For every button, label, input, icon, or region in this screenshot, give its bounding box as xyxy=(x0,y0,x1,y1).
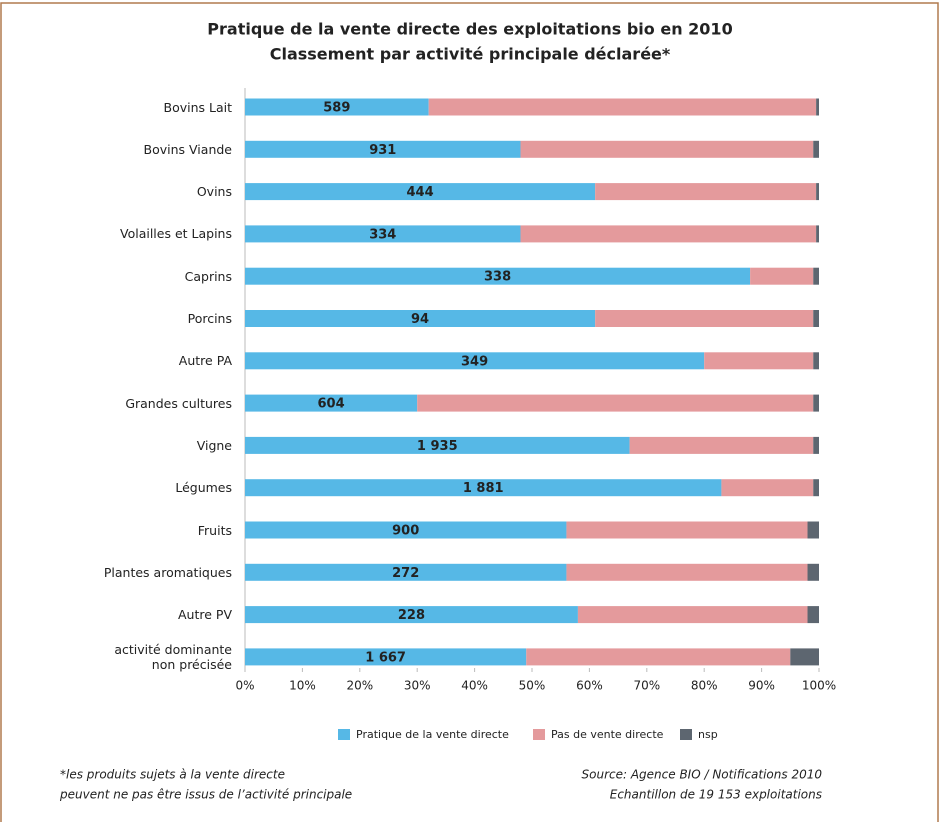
bar-segment xyxy=(245,352,705,370)
bar-segment xyxy=(813,394,819,412)
bar-segment xyxy=(245,436,630,454)
x-tick-label: 100% xyxy=(802,679,836,693)
category-label: Fruits xyxy=(197,522,232,538)
bar-segment xyxy=(245,648,527,666)
count-label: 589 xyxy=(323,101,350,116)
bar-segment xyxy=(428,98,817,116)
count-label: 931 xyxy=(369,143,396,158)
category-label: activité dominante non précisée xyxy=(114,641,232,672)
x-tick-label: 70% xyxy=(633,679,660,693)
bar-segment xyxy=(520,140,814,158)
bar-segment xyxy=(816,225,819,243)
bar-segment xyxy=(520,225,817,243)
category-label: Porcins xyxy=(187,311,232,326)
bar-segment xyxy=(813,479,819,497)
bar-segment xyxy=(595,310,814,327)
legend-swatch xyxy=(533,729,545,740)
bar-segment xyxy=(526,648,791,666)
bar-segment xyxy=(245,563,567,581)
bar-segment xyxy=(816,98,819,116)
source: Source: Agence BIO / Notifications 2010 xyxy=(582,768,823,782)
category-label: Volailles et Lapins xyxy=(120,226,232,242)
x-tick-label: 30% xyxy=(404,679,431,693)
x-tick-label: 90% xyxy=(748,679,775,693)
bar-segment xyxy=(245,394,418,412)
legend-label: Pas de vente directe xyxy=(551,728,664,741)
category-label: Autre PA xyxy=(178,353,232,369)
bar-segment xyxy=(807,606,819,624)
x-tick-label: 10% xyxy=(289,679,316,693)
x-tick-label: 80% xyxy=(691,679,718,693)
category-label: Grandes cultures xyxy=(125,395,232,411)
bar-segment xyxy=(245,606,578,624)
count-label: 338 xyxy=(484,270,511,285)
bar-segment xyxy=(566,521,808,539)
bar-segment xyxy=(595,183,817,201)
bar-segment xyxy=(813,310,819,327)
count-label: 228 xyxy=(398,608,425,623)
bar-segment xyxy=(245,310,596,327)
footnote: peuvent ne pas être issus de l’activité … xyxy=(59,788,352,802)
category-label: Vigne xyxy=(196,437,232,453)
bar-segment xyxy=(816,183,819,201)
footnote: *les produits sujets à la vente directe xyxy=(60,768,285,782)
legend-swatch xyxy=(680,729,692,740)
category-label: Ovins xyxy=(196,184,232,200)
category-label: Bovins Lait xyxy=(163,99,233,115)
bar-segment xyxy=(245,521,567,539)
category-label: Plantes aromatiques xyxy=(103,564,232,580)
bar-segment xyxy=(721,479,814,497)
bar-segment xyxy=(245,267,751,285)
count-label: 604 xyxy=(318,397,345,412)
legend-label: Pratique de la vente directe xyxy=(356,728,509,741)
bar-segment xyxy=(245,140,521,158)
count-label: 1 667 xyxy=(365,650,406,665)
x-tick-label: 40% xyxy=(461,679,488,693)
bar-segment xyxy=(807,563,819,581)
bar-segment xyxy=(813,436,819,454)
bar-segment xyxy=(813,140,819,158)
bar-segment xyxy=(417,394,814,412)
bar-segment xyxy=(807,521,819,539)
count-label: 444 xyxy=(406,185,433,200)
legend-label: nsp xyxy=(698,728,718,741)
bar-segment xyxy=(629,436,814,454)
bar-segment xyxy=(790,648,819,666)
category-label: Légumes xyxy=(175,480,232,496)
count-label: 334 xyxy=(369,227,396,242)
bar-segment xyxy=(566,563,808,581)
x-tick-label: 60% xyxy=(576,679,603,693)
bar-segment xyxy=(750,267,814,285)
count-label: 900 xyxy=(392,524,419,539)
count-label: 1 881 xyxy=(463,481,504,496)
chart-subtitle: Classement par activité principale décla… xyxy=(270,45,671,64)
legend-swatch xyxy=(338,729,350,740)
x-tick-label: 50% xyxy=(519,679,546,693)
count-label: 349 xyxy=(461,354,488,369)
bar-segment xyxy=(245,98,429,116)
category-label: Autre PV xyxy=(178,607,232,623)
category-label: Bovins Viande xyxy=(143,141,232,157)
bar-segment xyxy=(245,225,521,243)
source: Echantillon de 19 153 exploitations xyxy=(610,788,822,802)
count-label: 1 935 xyxy=(417,439,458,454)
chart-title: Pratique de la vente directe des exploit… xyxy=(207,20,732,39)
bar-segment xyxy=(245,183,596,201)
category-label: Caprins xyxy=(184,268,232,284)
count-label: 272 xyxy=(392,566,419,581)
bar-segment xyxy=(813,267,819,285)
x-tick-label: 20% xyxy=(346,679,373,693)
count-label: 94 xyxy=(411,312,429,327)
x-tick-label: 0% xyxy=(235,679,254,693)
bar-segment xyxy=(704,352,814,370)
bar-segment xyxy=(245,479,722,497)
bar-segment xyxy=(577,606,808,624)
bar-segment xyxy=(813,352,819,370)
